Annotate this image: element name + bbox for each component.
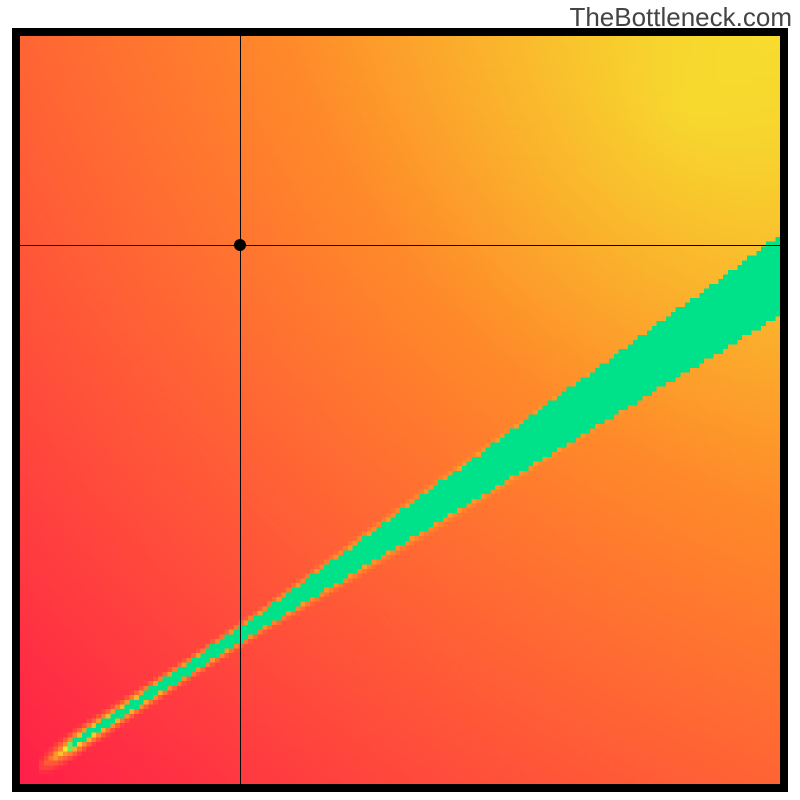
heatmap-canvas <box>20 36 780 784</box>
crosshair-horizontal <box>20 245 780 246</box>
chart-container: TheBottleneck.com <box>0 0 800 800</box>
data-point-marker <box>234 239 246 251</box>
plot-area <box>20 36 780 784</box>
crosshair-vertical <box>240 36 241 784</box>
plot-frame <box>12 28 788 792</box>
watermark-text: TheBottleneck.com <box>569 2 792 33</box>
